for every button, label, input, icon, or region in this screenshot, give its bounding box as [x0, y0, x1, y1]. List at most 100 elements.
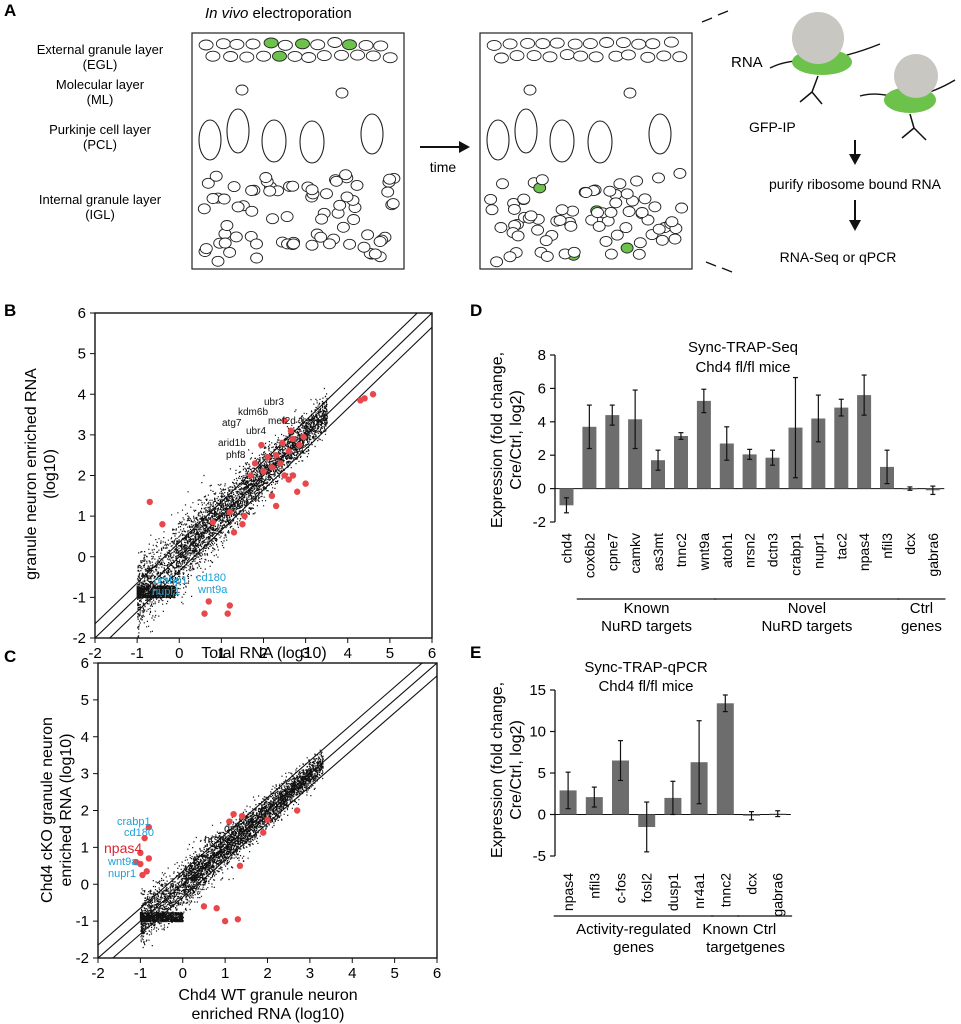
- igl-cell: [223, 246, 237, 258]
- highlight-point: [289, 472, 297, 479]
- egl-cell: [542, 51, 558, 63]
- y-tick-label: 6: [81, 655, 89, 672]
- group-label: NuRD targets: [601, 618, 692, 635]
- y-tick-label: 4: [81, 729, 89, 746]
- igl-cell: [263, 185, 277, 197]
- labeled-point: [139, 871, 146, 879]
- highlight-point: [209, 519, 217, 526]
- labeled-point: [137, 849, 144, 857]
- igl-cell: [599, 235, 613, 247]
- egl-cell: [327, 37, 343, 48]
- igl-cell: [633, 237, 647, 249]
- igl-cell: [622, 206, 636, 217]
- purkinje-cell: [261, 119, 287, 163]
- panel-a: A In vivo electroporation External granu…: [4, 1, 956, 273]
- igl-cell: [329, 175, 343, 187]
- igl-cell: [229, 231, 243, 243]
- y-tick-label: 5: [81, 692, 89, 709]
- igl-cell: [540, 250, 554, 262]
- igl-cell: [350, 179, 364, 191]
- igl-cell: [218, 237, 232, 249]
- y-tick-label: 2: [81, 803, 89, 820]
- purkinje-cell: [514, 108, 538, 154]
- panel-c-scatter: -2 -1 0 1 2 3 4 5 6 -2 -1 0 1 2 3 4 5 6 Chd4 WT granule ne…: [39, 655, 441, 1023]
- igl-cell: [553, 214, 567, 226]
- labeled-point: [260, 468, 267, 475]
- x-tick-label: 6: [433, 965, 441, 982]
- labeled-point: [287, 427, 295, 435]
- highlight-point: [145, 855, 153, 862]
- y-tick-label: 3: [78, 427, 86, 444]
- highlight-point: [302, 480, 309, 487]
- bar: [742, 454, 757, 489]
- egl-cell: [559, 49, 575, 61]
- bar: [834, 407, 849, 489]
- y-tick-label: 6: [538, 380, 546, 397]
- step-purify-label: purify ribosome bound RNA: [769, 176, 942, 192]
- y-tick-label: -2: [533, 514, 546, 531]
- layer-egl-name: External granule layer: [37, 42, 164, 57]
- panel-e-letter: E: [470, 643, 481, 662]
- bar: [765, 457, 780, 489]
- data-points: [140, 749, 324, 949]
- layer-igl-name: Internal granule layer: [39, 192, 162, 207]
- igl-cell: [619, 222, 633, 234]
- x-tick-label: 0: [175, 645, 183, 662]
- panel-b-letter: B: [4, 301, 16, 320]
- igl-cell: [579, 187, 593, 198]
- egl-cell: [350, 49, 366, 61]
- category-label: crabp1: [787, 533, 803, 576]
- bar: [628, 419, 643, 489]
- gene-label-left: wnt9a: [107, 856, 138, 868]
- category-label: nrsn2: [742, 533, 758, 568]
- gene-label-left: cd180: [124, 827, 154, 839]
- egl-cell: [640, 51, 656, 63]
- ml-cell: [523, 84, 537, 96]
- igl-cell: [357, 241, 371, 253]
- plot-area: [98, 663, 437, 958]
- igl-cell: [610, 229, 624, 241]
- highlight-point: [285, 447, 292, 455]
- igl-cell: [209, 170, 223, 182]
- panel-b-scatter: -2 -1 0 1 2 3 4 5 6 -2 -1 0 1 2 3 4 5 6 Total RNA (log10) g…: [23, 305, 436, 662]
- floor-cluster-edge: [136, 585, 176, 598]
- egl-cell: [229, 38, 245, 50]
- gene-label-left: nupr1: [108, 868, 136, 880]
- category-label: as3mt: [650, 533, 666, 571]
- category-label: nfil3: [879, 533, 895, 559]
- group-label: NuRD targets: [761, 618, 852, 635]
- y-tick-label: 4: [538, 414, 546, 431]
- y-tick-label: 4: [78, 386, 86, 403]
- x-tick-label: -1: [134, 965, 147, 982]
- labeled-point: [279, 439, 286, 447]
- cells-before: [197, 37, 401, 267]
- category-label: wnt9a: [696, 533, 712, 572]
- labeled-point: [205, 598, 212, 605]
- igl-cell: [197, 203, 211, 215]
- purkinje-cell: [226, 108, 250, 154]
- x-tick-label: 5: [390, 965, 398, 982]
- category-label: chd4: [558, 533, 574, 564]
- egl-cell: [645, 38, 661, 50]
- panel-a-title: In vivo electroporation: [205, 5, 352, 22]
- group-label: Ctrl: [910, 600, 933, 617]
- gene-label: nrsn2: [204, 834, 232, 846]
- igl-cell: [386, 198, 400, 210]
- y-axis-label-line2: Cre/Ctrl, log2): [508, 720, 525, 820]
- igl-cell: [630, 175, 644, 187]
- highlight-point: [200, 903, 208, 910]
- y-axis-label: Expression (fold change, Cre/Ctrl, log2): [489, 682, 525, 858]
- igl-cell: [383, 173, 397, 185]
- group-label: genes: [744, 939, 785, 956]
- category-label: nupr1: [810, 533, 826, 569]
- x-tick-label: -2: [91, 965, 104, 982]
- highlight-point: [268, 492, 276, 500]
- bar: [857, 395, 872, 489]
- highlight-point: [230, 529, 238, 536]
- title-rest: electroporation: [248, 5, 351, 22]
- panel-c-letter: C: [4, 647, 16, 666]
- chart-title-line: Chd4 fl/fl mice: [695, 359, 790, 376]
- y-tick-label: 0: [81, 876, 89, 893]
- egl-cell: [239, 51, 255, 63]
